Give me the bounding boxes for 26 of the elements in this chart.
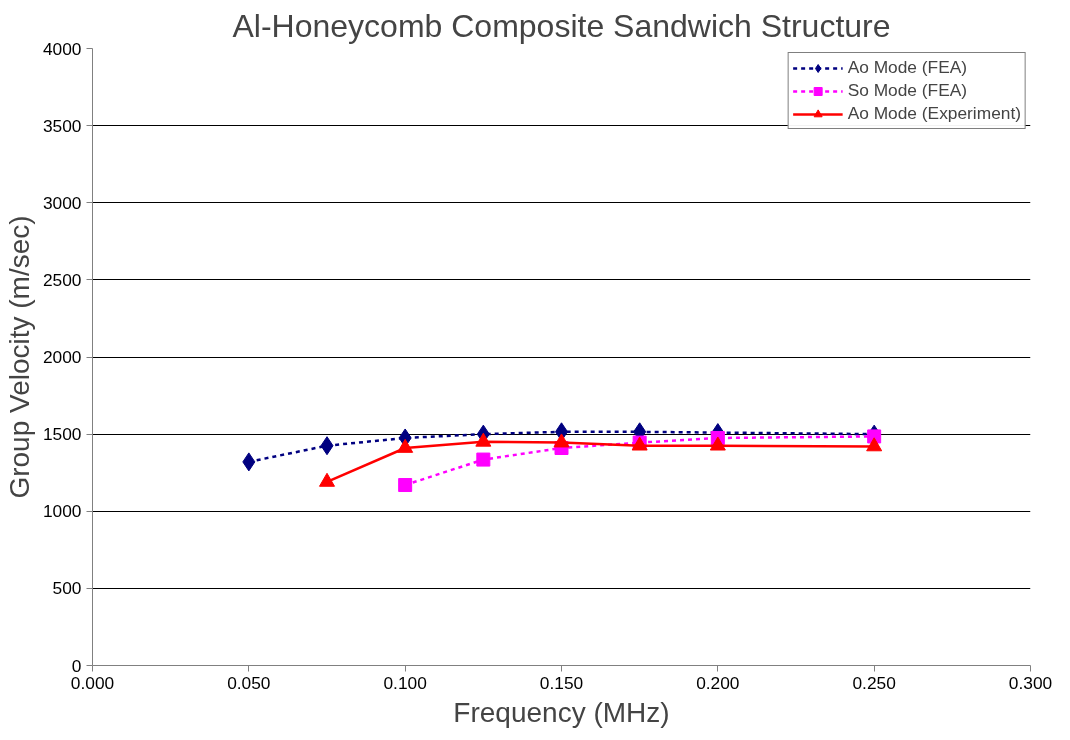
legend-label: So Mode (FEA) (847, 80, 968, 101)
y-tick-label: 1500 (42, 424, 82, 445)
legend-label: Ao Mode (FEA) (847, 57, 968, 78)
y-tick-label: 1000 (42, 501, 82, 522)
x-tick-label: 0.100 (383, 672, 427, 693)
point (242, 452, 256, 472)
point (866, 437, 883, 452)
x-tick-label: 0.200 (696, 672, 740, 693)
point (476, 452, 491, 467)
y-tick-label: 2500 (42, 269, 82, 290)
y-tick-label: 4000 (42, 38, 82, 59)
x-tick-label: 0.050 (227, 672, 271, 693)
chart-title: Al-Honeycomb Composite Sandwich Structure (232, 7, 891, 44)
y-tick-label: 2000 (42, 347, 82, 367)
point (553, 433, 570, 448)
x-tick-label: 0.300 (1008, 672, 1053, 693)
point (398, 478, 413, 493)
legend-label: Ao Mode (Experiment) (847, 103, 1021, 124)
y-tick-label: 500 (52, 578, 82, 599)
y-tick-label: 3500 (42, 115, 82, 136)
x-tick-label: 0.250 (852, 672, 896, 693)
x-axis-title: Frequency (MHz) (453, 696, 670, 728)
x-tick-label: 0.150 (539, 672, 584, 693)
point (320, 436, 334, 456)
y-axis-title: Group Velocity (m/sec) (3, 215, 35, 499)
y-tick-label: 3000 (42, 192, 82, 213)
